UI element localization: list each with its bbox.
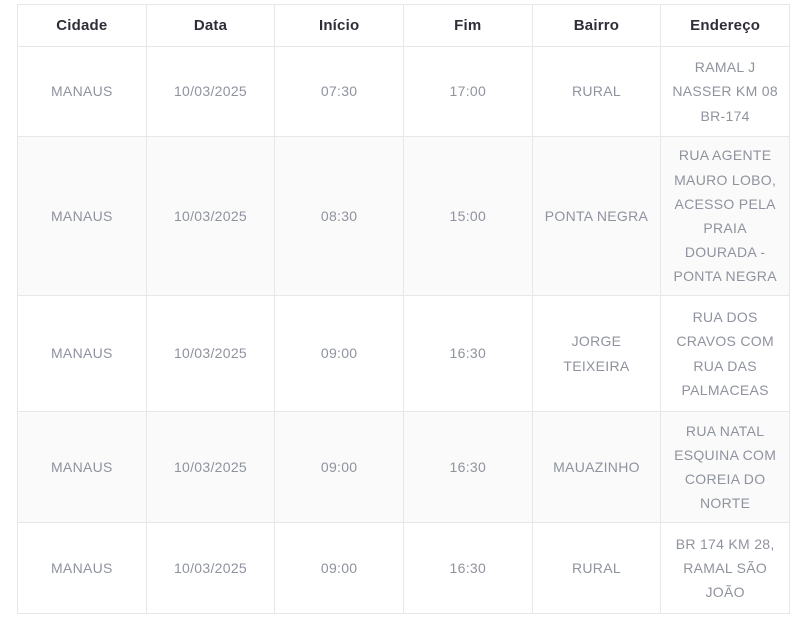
cell-fim: 16:30 <box>402 411 533 523</box>
column-header-cidade: Cidade <box>17 4 147 47</box>
schedule-table: Cidade Data Início Fim Bairro Endereço M… <box>17 4 790 614</box>
table-row: MANAUS 10/03/2025 08:30 15:00 PONTA NEGRA RUA… <box>17 136 790 296</box>
cell-inicio: 08:30 <box>274 136 404 296</box>
schedule-table-container: Cidade Data Início Fim Bairro Endereço M… <box>17 4 790 614</box>
cell-bairro: PONTA NEGRA <box>531 136 662 296</box>
cell-bairro: RURAL <box>531 46 662 137</box>
cell-fim: 17:00 <box>402 46 533 137</box>
cell-data: 10/03/2025 <box>145 522 276 614</box>
cell-endereco: RUA DOS CRAVOS COM RUA DAS PALMACEAS <box>660 295 790 412</box>
column-header-inicio: Início <box>274 4 404 47</box>
table-header: Cidade Data Início Fim Bairro Endereço <box>17 4 790 47</box>
cell-data: 10/03/2025 <box>145 136 276 296</box>
cell-bairro: JORGE TEIXEIRA <box>531 295 662 412</box>
cell-cidade: MANAUS <box>17 522 147 614</box>
cell-fim: 15:00 <box>402 136 533 296</box>
cell-cidade: MANAUS <box>17 411 147 523</box>
column-header-bairro: Bairro <box>531 4 662 47</box>
cell-fim: 16:30 <box>402 295 533 412</box>
cell-bairro: MAUAZINHO <box>531 411 662 523</box>
cell-endereco: BR 174 KM 28, RAMAL SÃO JOÃO <box>660 522 790 614</box>
cell-data: 10/03/2025 <box>145 295 276 412</box>
column-header-fim: Fim <box>402 4 533 47</box>
column-header-endereco: Endereço <box>660 4 790 47</box>
table-row: MANAUS 10/03/2025 09:00 16:30 RURAL BR 174 KM… <box>17 522 790 614</box>
column-header-data: Data <box>145 4 276 47</box>
cell-bairro: RURAL <box>531 522 662 614</box>
cell-data: 10/03/2025 <box>145 46 276 137</box>
cell-endereco: RUA AGENTE MAURO LOBO, ACESSO PELA PRAIA… <box>660 136 790 296</box>
cell-data: 10/03/2025 <box>145 411 276 523</box>
cell-inicio: 07:30 <box>274 46 404 137</box>
cell-cidade: MANAUS <box>17 295 147 412</box>
header-row: Cidade Data Início Fim Bairro Endereço <box>17 4 790 47</box>
cell-fim: 16:30 <box>402 522 533 614</box>
cell-endereco: RUA NATAL ESQUINA COM COREIA DO NORTE <box>660 411 790 523</box>
table-row: MANAUS 10/03/2025 09:00 16:30 MAUAZINHO RUA N… <box>17 411 790 523</box>
cell-inicio: 09:00 <box>274 411 404 523</box>
table-row: MANAUS 10/03/2025 09:00 16:30 JORGE TEIXEIRA… <box>17 295 790 412</box>
table-body: MANAUS 10/03/2025 07:30 17:00 RURAL RAMAL J N… <box>17 46 790 614</box>
cell-endereco: RAMAL J NASSER KM 08 BR-174 <box>660 46 790 137</box>
table-row: MANAUS 10/03/2025 07:30 17:00 RURAL RAMAL J N… <box>17 46 790 137</box>
cell-inicio: 09:00 <box>274 295 404 412</box>
cell-cidade: MANAUS <box>17 46 147 137</box>
cell-inicio: 09:00 <box>274 522 404 614</box>
cell-cidade: MANAUS <box>17 136 147 296</box>
